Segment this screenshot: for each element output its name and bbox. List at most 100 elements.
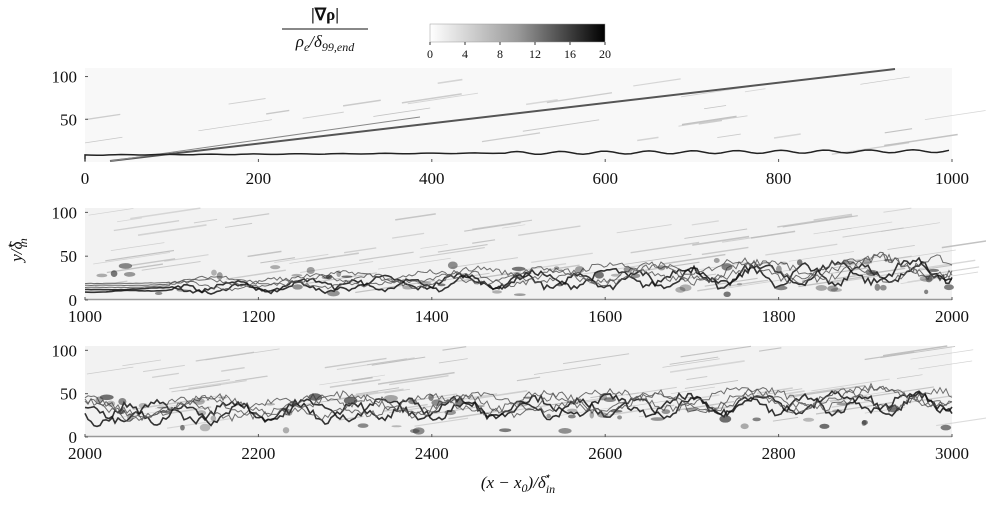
label-part: in xyxy=(16,238,30,247)
texture-streak xyxy=(266,109,290,115)
texture-streak xyxy=(472,219,533,230)
texture-streak xyxy=(392,232,425,239)
x-tick-label: 1400 xyxy=(415,307,449,326)
texture-streak xyxy=(684,228,748,239)
texture-blob xyxy=(110,270,118,278)
texture-blob xyxy=(516,400,529,407)
label-part: 0 xyxy=(522,481,528,495)
texture-streak xyxy=(683,404,715,410)
turbulent-structure xyxy=(84,382,953,418)
colorbar-label: |∇ρ| ρe/δ99,end xyxy=(282,5,368,54)
texture-streak xyxy=(419,247,485,258)
texture-streak xyxy=(882,345,948,357)
label-part: e xyxy=(304,40,310,54)
texture-streak xyxy=(414,417,469,427)
texture-blob xyxy=(623,266,633,273)
texture-streak xyxy=(684,380,739,389)
texture-streak xyxy=(765,243,838,256)
texture-blob xyxy=(117,409,126,415)
texture-streak xyxy=(193,218,218,224)
texture-streak xyxy=(772,416,799,422)
turbulent-structure xyxy=(84,386,953,423)
schlieren-panel xyxy=(84,68,986,162)
texture-streak xyxy=(137,224,207,236)
texture-blob xyxy=(96,273,108,278)
texture-blob xyxy=(199,423,211,432)
texture-blob xyxy=(176,289,191,292)
texture-blob xyxy=(657,265,666,271)
texture-blob xyxy=(417,281,432,285)
texture-streak xyxy=(717,133,741,138)
texture-streak xyxy=(338,415,364,421)
texture-streak xyxy=(221,367,245,372)
texture-streak xyxy=(110,242,165,251)
texture-streak xyxy=(336,357,415,371)
texture-blob xyxy=(944,284,954,291)
turbulent-structure xyxy=(85,253,953,289)
texture-streak xyxy=(377,257,451,270)
texture-streak xyxy=(616,224,672,234)
texture-streak xyxy=(224,222,253,228)
texture-blob xyxy=(780,261,788,265)
turbulent-structure xyxy=(84,385,953,422)
texture-streak xyxy=(389,374,449,386)
y-tick-label: 100 xyxy=(52,68,78,87)
x-tick-label: 2000 xyxy=(68,444,102,463)
texture-streak xyxy=(481,132,541,143)
texture-blob xyxy=(513,293,526,297)
colorbar-tick-label: 0 xyxy=(427,47,433,61)
texture-blob xyxy=(282,427,290,434)
label-part: (x − x xyxy=(481,473,522,492)
texture-blob xyxy=(574,266,585,274)
texture-streak xyxy=(622,253,692,266)
texture-streak xyxy=(692,235,750,246)
colorbar-denominator: ρe/δ99,end xyxy=(295,32,355,54)
label-part: ⋆ xyxy=(543,469,551,483)
texture-streak xyxy=(546,92,613,104)
texture-streak xyxy=(661,253,726,265)
texture-blob xyxy=(546,413,552,419)
x-tick-label: 1600 xyxy=(588,307,622,326)
texture-streak xyxy=(884,128,913,134)
texture-streak xyxy=(887,245,915,250)
texture-streak xyxy=(232,213,270,220)
texture-streak xyxy=(680,345,752,358)
schlieren-panel xyxy=(84,345,986,438)
texture-streak xyxy=(359,251,414,261)
texture-blob xyxy=(106,400,116,407)
texture-blob xyxy=(218,396,228,399)
texture-blob xyxy=(412,427,425,435)
texture-blob xyxy=(391,425,402,428)
texture-streak xyxy=(181,384,221,392)
x-tick-label: 1000 xyxy=(68,307,102,326)
texture-streak xyxy=(235,375,268,382)
texture-blob xyxy=(796,259,803,266)
texture-blob xyxy=(180,424,185,431)
texture-blob xyxy=(567,414,576,419)
texture-blob xyxy=(138,403,148,409)
shock-line xyxy=(109,68,896,162)
texture-streak xyxy=(130,207,201,220)
texture-blob xyxy=(522,396,534,399)
texture-streak xyxy=(501,224,526,229)
label-part: in xyxy=(546,482,555,496)
texture-blob xyxy=(827,285,839,292)
texture-streak xyxy=(451,257,518,269)
texture-blob xyxy=(522,271,532,275)
texture-blob xyxy=(865,269,878,276)
texture-blob xyxy=(210,415,217,422)
colorbar-tick-label: 8 xyxy=(497,47,503,61)
texture-streak xyxy=(351,376,373,382)
texture-blob xyxy=(631,273,641,279)
texture-blob xyxy=(883,259,894,262)
texture-blob xyxy=(444,409,457,416)
texture-streak xyxy=(777,214,853,228)
texture-streak xyxy=(860,76,910,85)
texture-blob xyxy=(836,402,851,406)
texture-streak xyxy=(526,98,558,106)
texture-streak xyxy=(896,374,923,379)
x-tick-label: 2400 xyxy=(415,444,449,463)
texture-blob xyxy=(118,397,127,406)
texture-blob xyxy=(408,399,418,405)
